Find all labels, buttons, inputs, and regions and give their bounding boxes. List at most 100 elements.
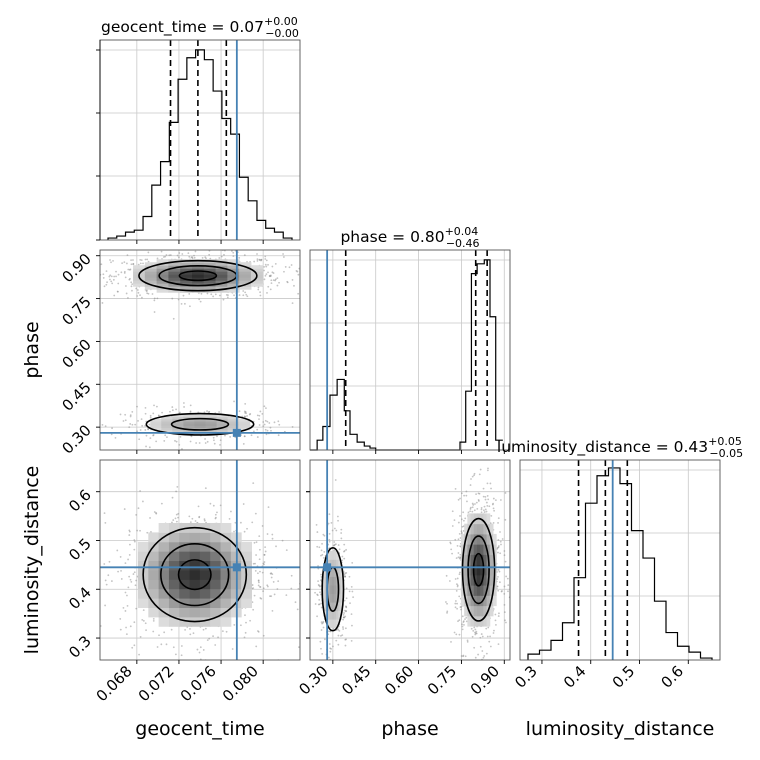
density-cell	[333, 559, 337, 569]
sample-point	[147, 428, 150, 431]
density-cell	[483, 585, 488, 596]
sample-point	[486, 504, 489, 507]
density-cell	[476, 605, 481, 617]
sample-point	[212, 635, 214, 638]
density-cell	[489, 574, 494, 586]
density-cell	[210, 588, 222, 599]
sample-point	[124, 413, 127, 416]
sample-point	[170, 628, 173, 631]
density-cell	[489, 605, 494, 617]
sample-point	[239, 624, 242, 627]
sample-point	[343, 549, 346, 552]
sample-point	[175, 490, 178, 493]
sample-point	[175, 513, 178, 516]
y-tick-label: 0.5	[65, 535, 95, 565]
sample-point	[340, 528, 343, 531]
sample-point	[254, 569, 257, 572]
sample-point	[244, 411, 246, 414]
sample-point	[100, 263, 103, 266]
sample-point	[146, 292, 149, 295]
sample-point	[272, 581, 275, 583]
sample-point	[497, 575, 499, 578]
density-cell	[329, 619, 333, 629]
sample-point	[274, 262, 277, 265]
title-main: luminosity_distance = 0.43	[497, 438, 708, 457]
sample-point	[245, 621, 247, 624]
sample-point	[200, 292, 203, 295]
sample-point	[269, 275, 272, 278]
density-cell	[470, 574, 475, 586]
sample-point	[462, 655, 465, 658]
sample-point	[258, 548, 261, 551]
density-cell	[144, 268, 158, 272]
sample-point	[129, 578, 132, 581]
sample-point	[127, 296, 129, 299]
sample-point	[177, 298, 180, 301]
sample-point	[198, 516, 201, 519]
density-cell	[464, 544, 468, 555]
sample-point	[242, 290, 245, 292]
sample-point	[271, 265, 274, 268]
density-cell	[476, 533, 481, 545]
sample-point	[141, 296, 143, 299]
sample-point	[110, 275, 113, 278]
sample-point	[121, 262, 124, 264]
sample-point	[270, 576, 273, 579]
density-cell	[336, 559, 339, 569]
density-cell	[329, 602, 333, 612]
density-cell	[189, 532, 201, 543]
density-cell	[238, 427, 251, 431]
sample-point	[458, 619, 461, 622]
sample-point	[144, 622, 147, 625]
density-cell	[476, 523, 481, 535]
density-cell	[250, 265, 264, 269]
sample-point	[162, 256, 165, 258]
density-cell	[194, 427, 207, 431]
sample-point	[484, 495, 487, 498]
sample-point	[345, 638, 347, 641]
sample-point	[127, 558, 129, 561]
sample-point	[342, 628, 345, 630]
sample-point	[514, 632, 516, 634]
sample-point	[501, 590, 503, 592]
sample-point	[458, 532, 461, 535]
density-cell	[486, 513, 491, 525]
density-cell	[161, 416, 173, 420]
density-cell	[250, 283, 264, 287]
sample-point	[459, 556, 462, 559]
sample-point	[129, 625, 132, 628]
density-cell	[470, 533, 475, 545]
sample-point	[83, 531, 85, 533]
sample-point	[482, 656, 485, 659]
sample-point	[494, 499, 497, 502]
title-main: geocent_time = 0.07	[101, 18, 264, 37]
sample-point	[492, 502, 494, 505]
x-axis-label: phase	[381, 718, 438, 740]
sample-point	[489, 635, 491, 638]
sample-point	[462, 511, 465, 514]
sample-point	[460, 608, 462, 611]
y-tick-label: 0.90	[58, 250, 94, 286]
density-cell	[192, 274, 205, 278]
density-cell	[331, 619, 335, 629]
sample-point	[503, 611, 506, 614]
density-cell	[464, 605, 468, 617]
sample-point	[149, 414, 152, 417]
sample-point	[244, 631, 247, 634]
contour-line	[145, 412, 255, 436]
sample-point	[152, 434, 155, 436]
sample-point	[263, 561, 266, 563]
sample-point	[449, 541, 452, 544]
density-cell	[227, 416, 240, 420]
sample-point	[264, 428, 267, 431]
sample-point	[489, 482, 492, 485]
density-cell	[327, 593, 331, 603]
density-cell	[180, 262, 193, 266]
density-cell	[138, 551, 149, 562]
density-cell	[179, 551, 191, 562]
sample-point	[119, 556, 122, 558]
sample-point	[137, 420, 139, 422]
density-cell	[336, 550, 339, 560]
sample-point	[503, 592, 506, 595]
sample-point	[131, 289, 133, 292]
